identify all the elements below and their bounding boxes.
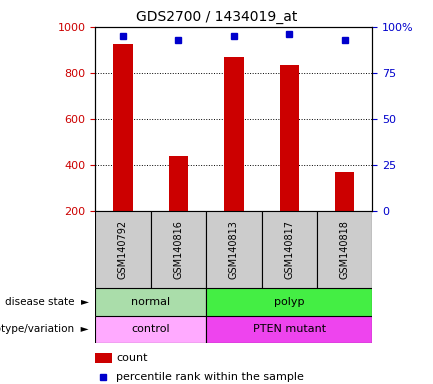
Text: GSM140792: GSM140792 xyxy=(118,220,128,279)
Text: disease state  ►: disease state ► xyxy=(5,297,89,307)
Text: GSM140818: GSM140818 xyxy=(339,220,350,279)
Text: count: count xyxy=(116,353,148,363)
Text: PTEN mutant: PTEN mutant xyxy=(253,324,326,334)
Bar xyxy=(206,211,262,288)
Bar xyxy=(317,211,372,288)
Bar xyxy=(224,57,243,211)
Bar xyxy=(206,316,372,343)
Bar xyxy=(151,211,206,288)
Bar xyxy=(95,211,151,288)
Text: GSM140813: GSM140813 xyxy=(229,220,239,279)
Text: genotype/variation  ►: genotype/variation ► xyxy=(0,324,89,334)
Bar xyxy=(206,288,372,316)
Text: percentile rank within the sample: percentile rank within the sample xyxy=(116,372,304,382)
Bar xyxy=(335,172,354,211)
Text: normal: normal xyxy=(131,297,170,307)
Text: GDS2700 / 1434019_at: GDS2700 / 1434019_at xyxy=(136,10,297,23)
Bar xyxy=(95,288,206,316)
Text: control: control xyxy=(131,324,170,334)
Bar xyxy=(280,65,299,211)
Text: GSM140817: GSM140817 xyxy=(284,220,294,279)
Text: GSM140816: GSM140816 xyxy=(173,220,184,279)
Bar xyxy=(95,316,206,343)
Text: polyp: polyp xyxy=(274,297,304,307)
Bar xyxy=(169,156,188,211)
Bar xyxy=(262,211,317,288)
Bar xyxy=(113,44,132,211)
Bar xyxy=(95,353,112,363)
